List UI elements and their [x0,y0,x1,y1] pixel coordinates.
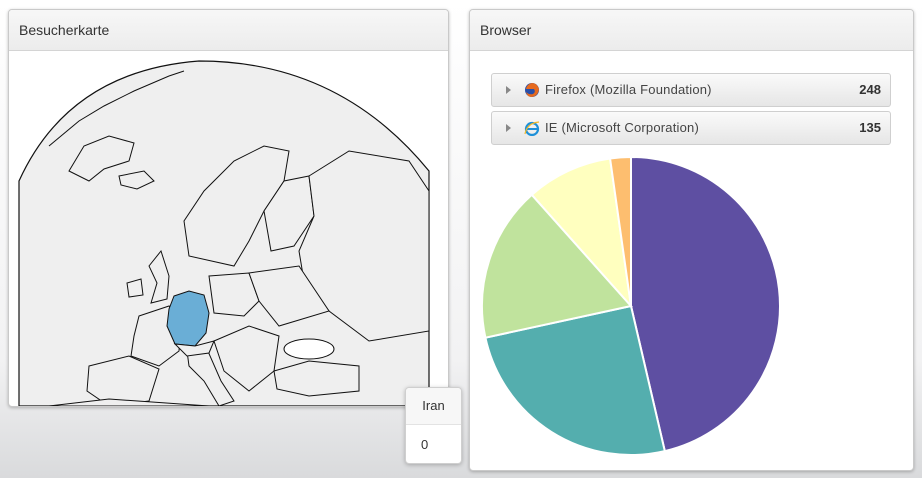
country-scandinavia[interactable] [183,145,290,267]
browser-count: 248 [859,82,881,97]
country-iberia[interactable] [86,355,160,406]
map-panel-title: Besucherkarte [9,10,448,51]
country-iceland[interactable] [118,170,155,190]
pie-slice[interactable] [530,157,633,310]
visitor-map-panel: Besucherkarte [8,9,449,407]
north-africa [48,398,210,406]
black-sea [283,338,335,360]
firefox-icon [525,83,539,97]
tooltip-value: 0 [421,437,429,452]
browser-item-ie[interactable]: IE (Microsoft Corporation) 135 [491,111,891,145]
pie-slice[interactable] [484,304,667,456]
map-svg [18,60,430,406]
ie-icon [524,121,540,136]
country-turkey[interactable] [273,360,360,397]
pie-slice[interactable] [481,193,633,339]
country-ireland[interactable] [126,278,144,298]
world-map[interactable] [9,51,448,406]
pie-slice[interactable] [630,155,781,453]
country-germany[interactable] [166,290,210,347]
country-austria[interactable] [173,340,215,357]
country-ukraine-belarus[interactable] [248,265,330,327]
map-tooltip: Iran 0 [405,387,462,464]
country-italy[interactable] [186,348,235,406]
browser-pie-chart[interactable] [470,150,913,470]
tooltip-country: Iran [406,388,461,425]
browser-count: 135 [859,120,881,135]
country-poland[interactable] [208,272,260,317]
arctic-coast [48,70,185,147]
country-uk[interactable] [148,249,170,304]
expand-arrow-icon[interactable] [506,124,511,132]
country-russia[interactable] [298,150,430,342]
browser-panel-title: Browser [470,10,913,51]
country-greenland[interactable] [68,135,135,182]
expand-arrow-icon[interactable] [506,86,511,94]
browser-item-firefox[interactable]: Firefox (Mozilla Foundation) 248 [491,73,891,107]
pie-slice[interactable] [608,155,632,307]
browser-name: Firefox (Mozilla Foundation) [545,82,712,97]
browser-panel: Browser Firefox (Mozilla Foundation) 248… [469,9,914,471]
browser-name: IE (Microsoft Corporation) [545,120,700,135]
